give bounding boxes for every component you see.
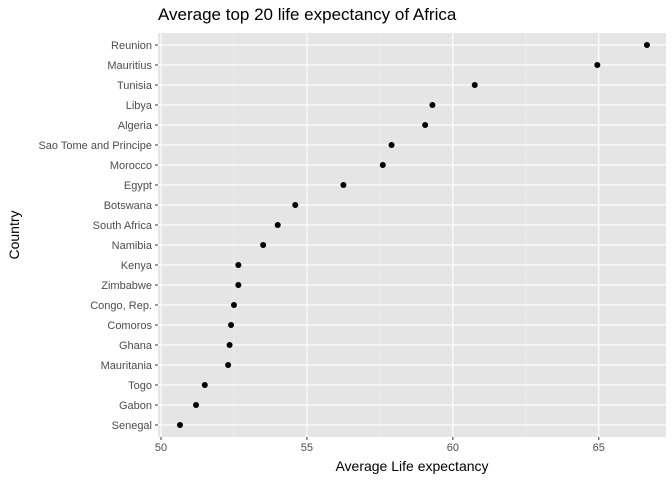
data-point bbox=[201, 382, 208, 388]
data-point bbox=[292, 202, 299, 208]
x-axis: 50 55 60 65 bbox=[155, 437, 605, 454]
data-point bbox=[422, 122, 429, 128]
data-point bbox=[388, 142, 395, 148]
y-tick-label: South Africa bbox=[93, 220, 153, 232]
y-axis-title: Country bbox=[6, 210, 22, 259]
x-tick-label: 65 bbox=[593, 442, 605, 454]
data-point bbox=[379, 162, 386, 168]
y-tick-label: Morocco bbox=[110, 160, 152, 172]
data-point bbox=[226, 342, 233, 348]
minor-gridlines bbox=[233, 33, 527, 437]
x-tick-label: 50 bbox=[155, 442, 167, 454]
y-tick-label: Namibia bbox=[112, 240, 153, 252]
data-points bbox=[176, 42, 650, 428]
y-tick-label: Zimbabwe bbox=[101, 280, 152, 292]
y-tick-label: Gabon bbox=[119, 400, 152, 412]
y-tick-label: Reunion bbox=[111, 40, 152, 52]
data-point bbox=[235, 262, 242, 268]
y-tick-label: Algeria bbox=[118, 120, 153, 132]
major-gridlines bbox=[158, 33, 666, 437]
data-point bbox=[225, 362, 232, 368]
y-tick-label: Congo, Rep. bbox=[90, 300, 152, 312]
y-tick-label: Mauritius bbox=[107, 60, 152, 72]
data-point bbox=[176, 422, 183, 428]
data-point bbox=[594, 62, 601, 68]
data-point bbox=[643, 42, 650, 48]
x-axis-title: Average Life expectancy bbox=[335, 458, 488, 474]
y-tick-label: Mauritania bbox=[101, 360, 153, 372]
y-tick-label: Libya bbox=[126, 100, 153, 112]
y-tick-label: Togo bbox=[128, 380, 152, 392]
y-axis: Reunion Mauritius Tunisia Libya Algeria Sao T… bbox=[38, 40, 158, 432]
data-point bbox=[340, 182, 347, 188]
data-point bbox=[193, 402, 200, 408]
data-point bbox=[260, 242, 267, 248]
data-point bbox=[471, 82, 478, 88]
y-tick-label: Botswana bbox=[104, 200, 153, 212]
plot-panel bbox=[158, 33, 666, 437]
data-point bbox=[235, 282, 242, 288]
x-tick-label: 55 bbox=[301, 442, 313, 454]
data-point bbox=[228, 322, 235, 328]
y-tick-label: Ghana bbox=[119, 340, 153, 352]
data-point bbox=[429, 102, 436, 108]
y-tick-label: Kenya bbox=[121, 260, 153, 272]
data-point bbox=[230, 302, 237, 308]
y-tick-label: Tunisia bbox=[117, 80, 153, 92]
y-tick-label: Egypt bbox=[124, 180, 152, 192]
y-tick-label: Sao Tome and Principe bbox=[38, 140, 152, 152]
y-tick-label: Senegal bbox=[112, 420, 152, 432]
x-tick-label: 60 bbox=[447, 442, 459, 454]
chart-title: Average top 20 life expectancy of Africa bbox=[158, 5, 457, 24]
data-point bbox=[274, 222, 281, 228]
y-tick-label: Comoros bbox=[107, 320, 152, 332]
